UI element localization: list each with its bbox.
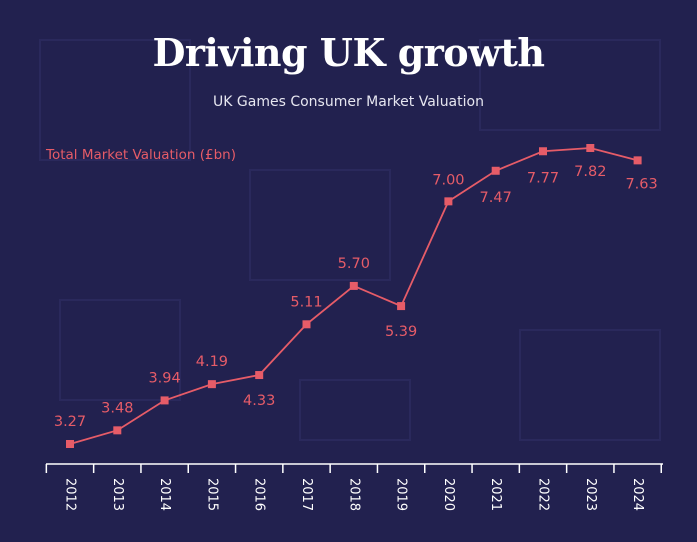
x-tick-label: 2014: [157, 478, 172, 511]
data-label: 5.39: [385, 324, 417, 340]
data-label: 3.48: [101, 400, 133, 416]
x-tick-label: 2022: [536, 478, 551, 511]
data-point: [207, 380, 216, 389]
x-tick-label: 2013: [110, 478, 125, 511]
x-tick-label: 2021: [488, 478, 503, 511]
data-label: 7.47: [480, 190, 512, 206]
data-point: [160, 396, 169, 405]
x-tick-label: 2018: [346, 478, 361, 511]
x-tick-label: 2015: [204, 478, 219, 511]
data-label: 7.00: [432, 172, 464, 188]
data-point: [349, 281, 358, 290]
data-label: 7.63: [625, 176, 657, 192]
x-tick-label: 2017: [299, 478, 314, 511]
x-tick-label: 2012: [63, 478, 78, 511]
data-label: 5.70: [338, 256, 370, 272]
data-point: [444, 197, 453, 206]
page-title: Driving UK growth: [152, 30, 545, 75]
data-label: 3.27: [54, 414, 86, 430]
data-point: [255, 371, 264, 380]
data-label: 7.82: [574, 164, 606, 180]
data-point: [113, 426, 122, 435]
data-label: 4.19: [196, 354, 228, 370]
chart-subtitle: UK Games Consumer Market Valuation: [213, 94, 484, 110]
data-point: [302, 320, 311, 329]
data-label: 7.77: [527, 170, 559, 186]
x-tick-label: 2023: [583, 478, 598, 511]
data-point: [633, 156, 642, 165]
data-point: [397, 302, 406, 311]
series-label: Total Market Valuation (£bn): [46, 147, 236, 163]
data-point: [66, 440, 74, 448]
x-tick-label: 2016: [252, 478, 267, 511]
data-label: 3.94: [148, 370, 180, 386]
data-label: 5.11: [290, 294, 322, 310]
x-tick-label: 2024: [630, 478, 645, 511]
data-label: 4.33: [243, 393, 275, 409]
x-tick-label: 2019: [394, 478, 409, 511]
data-point: [586, 144, 595, 152]
series-line: [69, 147, 638, 445]
data-point: [539, 147, 547, 156]
x-tick-label: 2020: [441, 478, 456, 511]
data-point: [491, 166, 500, 175]
